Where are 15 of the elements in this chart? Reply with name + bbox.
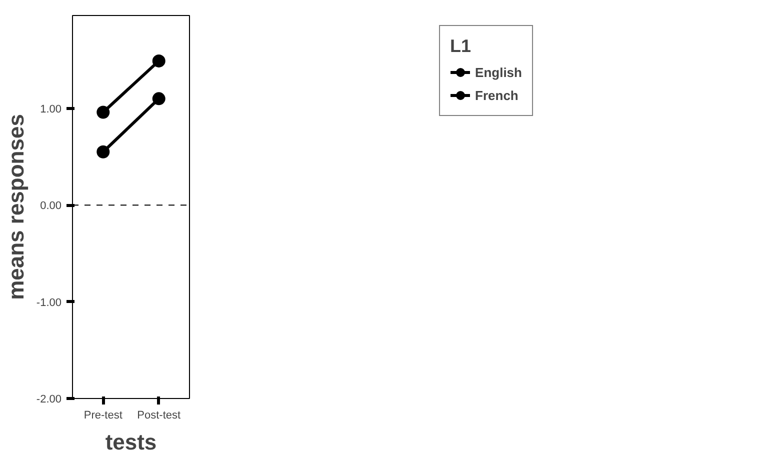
x-tick-label: Post-test [137,410,181,422]
y-tick-label: 0.00 [40,200,62,212]
y-tick-label: -2.00 [36,394,62,406]
point [152,54,166,68]
legend-label: English [475,64,522,80]
y-axis-title: means responses [3,114,28,300]
point [96,106,110,119]
legend-label: French [475,88,518,102]
point [96,145,110,158]
point [152,92,166,106]
y-tick-label: 1.00 [40,103,62,116]
x-axis-title: tests [105,430,157,454]
y-tick-label: -1.00 [36,296,62,309]
legend-title: L1 [450,36,472,57]
x-tick-label: Pre-test [84,410,122,422]
